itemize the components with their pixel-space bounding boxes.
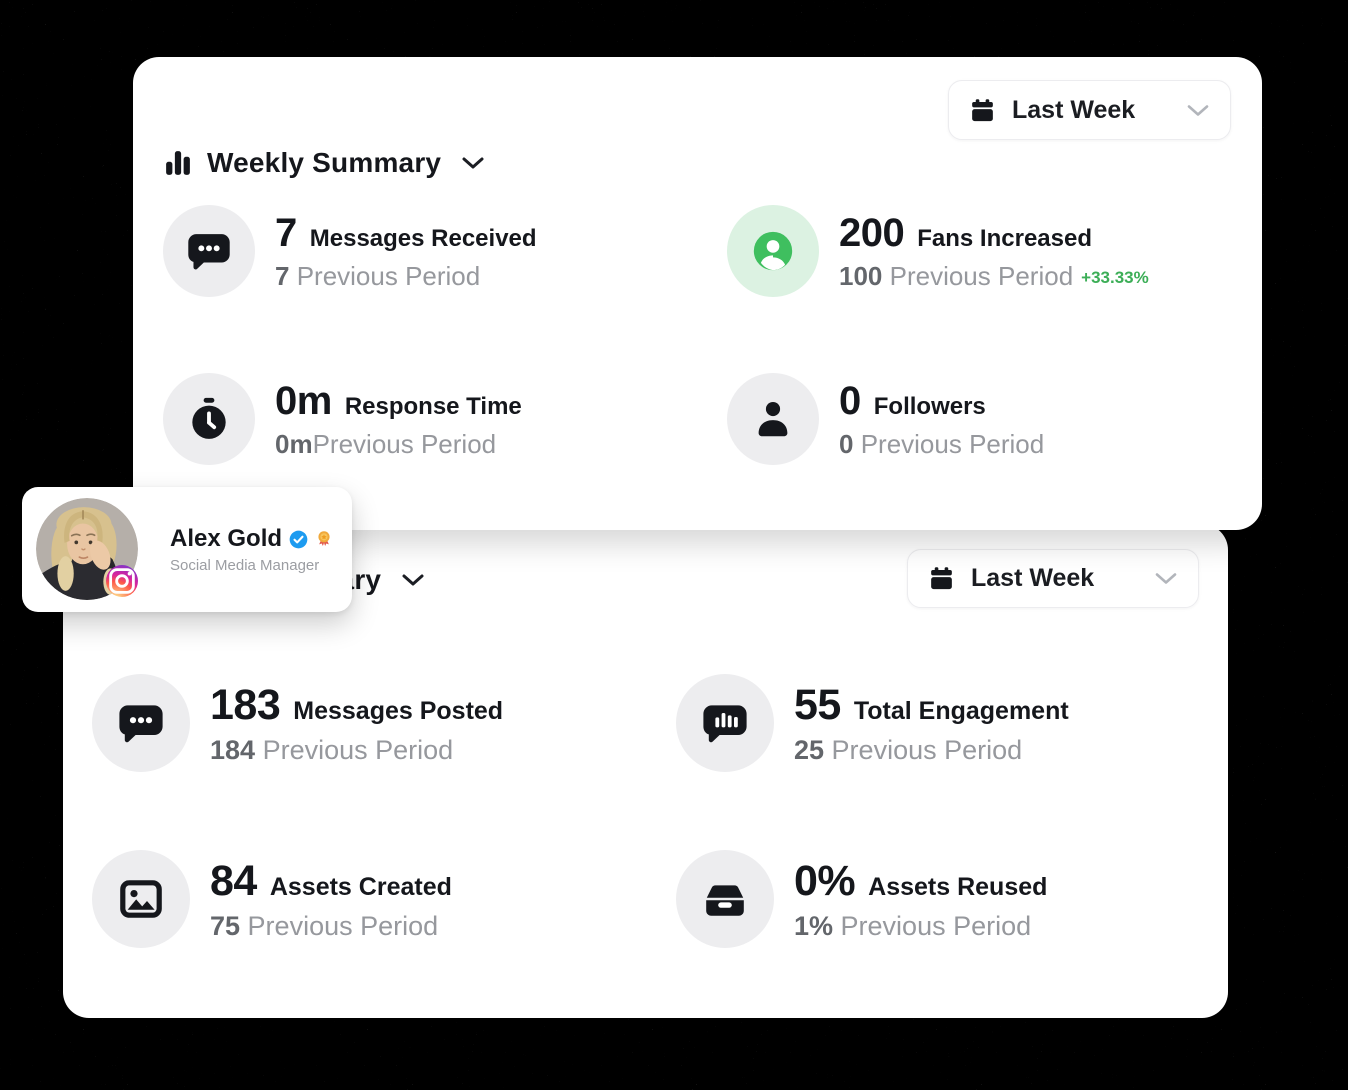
stat-value: 55 (794, 680, 841, 729)
stat-label: Messages Posted (293, 696, 504, 725)
profile-role: Social Media Manager (170, 557, 320, 574)
stat-value: 0% (794, 856, 856, 905)
instagram-icon (106, 565, 138, 597)
stat-assets-created: 84 Assets Created 75 Previous Period (92, 850, 452, 948)
image-icon (92, 850, 190, 948)
avatar (36, 498, 138, 600)
stat-previous: 75 Previous Period (210, 910, 439, 941)
person-icon (727, 373, 819, 465)
stat-previous: 1% Previous Period (794, 910, 1032, 941)
stat-previous: 184 Previous Period (210, 734, 454, 765)
card-title: Weekly Summary (207, 147, 442, 178)
stat-previous: 0 Previous Period (839, 428, 1045, 459)
stat-value: 7 (275, 210, 297, 255)
stat-messages-posted: 183 Messages Posted 184 Previous Period (92, 674, 503, 772)
stat-fans-increased: 200 Fans Increased 100 Previous Period +33… (727, 205, 1149, 297)
period-label: Last Week (1012, 95, 1136, 124)
user-circle-icon (727, 205, 819, 297)
stat-value: 0 (839, 378, 861, 423)
weekly-summary-card-top: Weekly Summary Last Week 7 Messages Recei… (133, 57, 1262, 530)
chevron-down-icon (401, 573, 425, 587)
verified-badge (289, 530, 308, 549)
stat-value: 200 (839, 210, 905, 255)
stat-value: 183 (210, 680, 281, 729)
stat-assets-reused: 0% Assets Reused 1% Previous Period (676, 850, 1047, 948)
delta-badge: +33.33% (1081, 267, 1149, 287)
period-selector-button[interactable]: Last Week (948, 80, 1231, 140)
stat-label: Messages Received (309, 224, 537, 252)
stat-response-time: 0m Response Time 0mPrevious Period (163, 373, 522, 465)
stat-label: Total Engagement (853, 696, 1069, 725)
stat-label: Followers (873, 392, 986, 420)
calendar-icon (969, 97, 996, 124)
stat-previous: 7 Previous Period (275, 260, 481, 291)
stat-total-engagement: 55 Total Engagement 25 Previous Period (676, 674, 1069, 772)
stat-followers: 0 Followers 0 Previous Period (727, 373, 1044, 465)
stat-previous: 100 Previous Period +33.33% (839, 260, 1149, 291)
stat-label: Assets Created (269, 872, 452, 901)
profile-name: Alex Gold (170, 525, 283, 552)
message-dots-icon (92, 674, 190, 772)
medal-badge (315, 530, 333, 548)
stat-value: 0m (275, 378, 332, 423)
stat-messages-received: 7 Messages Received 7 Previous Period (163, 205, 537, 297)
stat-label: Response Time (344, 392, 522, 420)
chevron-down-icon (1186, 104, 1210, 117)
message-dots-icon (163, 205, 255, 297)
stat-label: Fans Increased (917, 224, 1092, 252)
stat-previous: 0mPrevious Period (275, 428, 497, 459)
chevron-down-icon (1154, 572, 1178, 585)
stat-previous: 25 Previous Period (794, 734, 1023, 765)
message-chart-icon (676, 674, 774, 772)
profile-card[interactable]: Alex Gold Social Media Manager (22, 487, 352, 612)
stat-value: 84 (210, 856, 257, 905)
calendar-icon (928, 565, 955, 592)
bar-chart-icon (163, 148, 193, 178)
card-title-row[interactable]: Weekly Summary (163, 141, 485, 185)
period-selector-button[interactable]: Last Week (907, 549, 1199, 608)
inbox-icon (676, 850, 774, 948)
stopwatch-icon (163, 373, 255, 465)
chevron-down-icon (461, 156, 485, 170)
stat-label: Assets Reused (868, 872, 1048, 901)
period-label: Last Week (971, 564, 1095, 592)
